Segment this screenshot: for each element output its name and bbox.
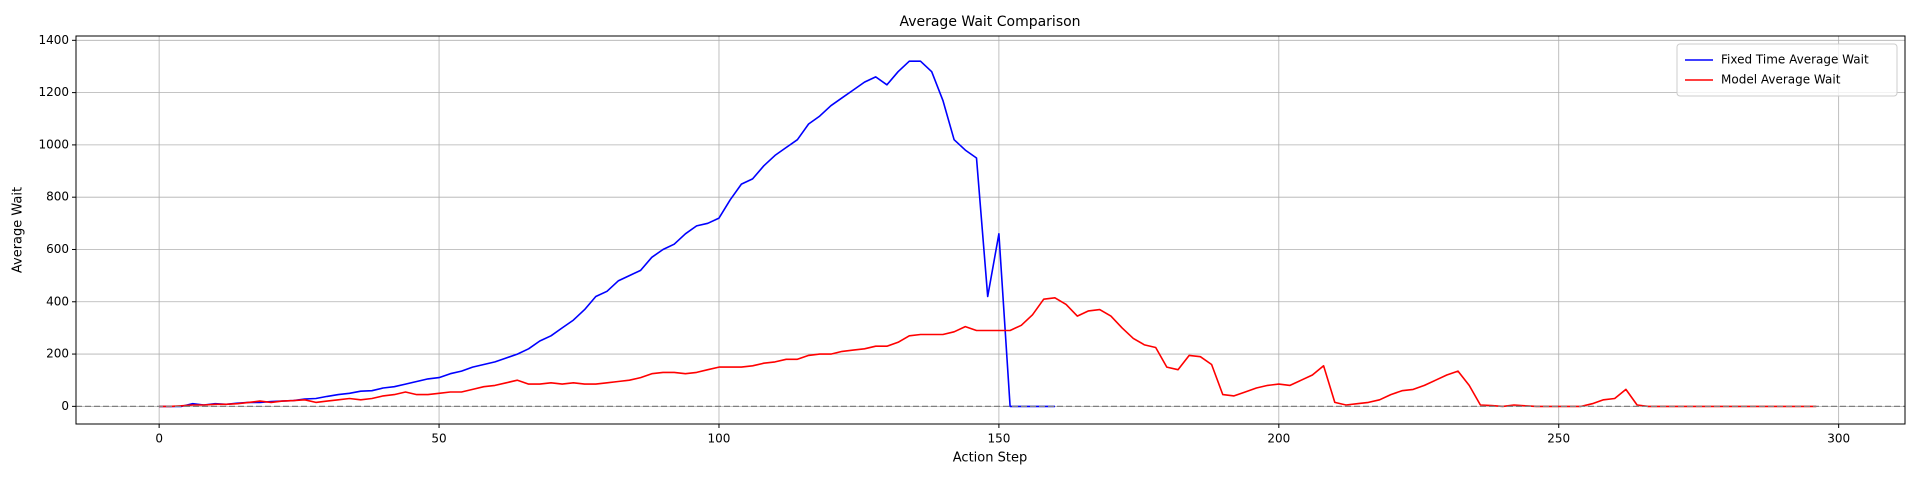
x-tick-label: 100 — [708, 432, 731, 446]
x-tick-label: 50 — [431, 432, 446, 446]
x-tick-label: 150 — [987, 432, 1010, 446]
y-tick-label: 1000 — [38, 137, 69, 151]
x-tick-label: 0 — [155, 432, 163, 446]
y-tick-label: 1200 — [38, 85, 69, 99]
data-line — [159, 60, 1055, 408]
y-tick-label: 600 — [46, 242, 69, 256]
legend-label: Model Average Wait — [1721, 73, 1841, 87]
x-axis-label: Action Step — [953, 451, 1027, 466]
y-tick-label: 800 — [46, 190, 69, 204]
chart-title: Average Wait Comparison — [899, 14, 1080, 30]
data-line — [159, 297, 1817, 408]
x-tick-label: 200 — [1267, 432, 1290, 446]
x-tick-label: 250 — [1547, 432, 1570, 446]
plot-frame — [75, 35, 1906, 425]
y-tick-label: 1400 — [38, 33, 69, 47]
y-tick-label: 400 — [46, 294, 69, 308]
legend-label: Fixed Time Average Wait — [1721, 53, 1869, 67]
y-axis-label: Average Wait — [11, 187, 26, 273]
legend: Fixed Time Average Wait Model Average Wai… — [1676, 43, 1898, 97]
legend-box — [1676, 43, 1898, 97]
x-tick-label: 300 — [1827, 432, 1850, 446]
y-tick-label: 0 — [61, 399, 69, 413]
y-tick-label: 200 — [46, 347, 69, 361]
